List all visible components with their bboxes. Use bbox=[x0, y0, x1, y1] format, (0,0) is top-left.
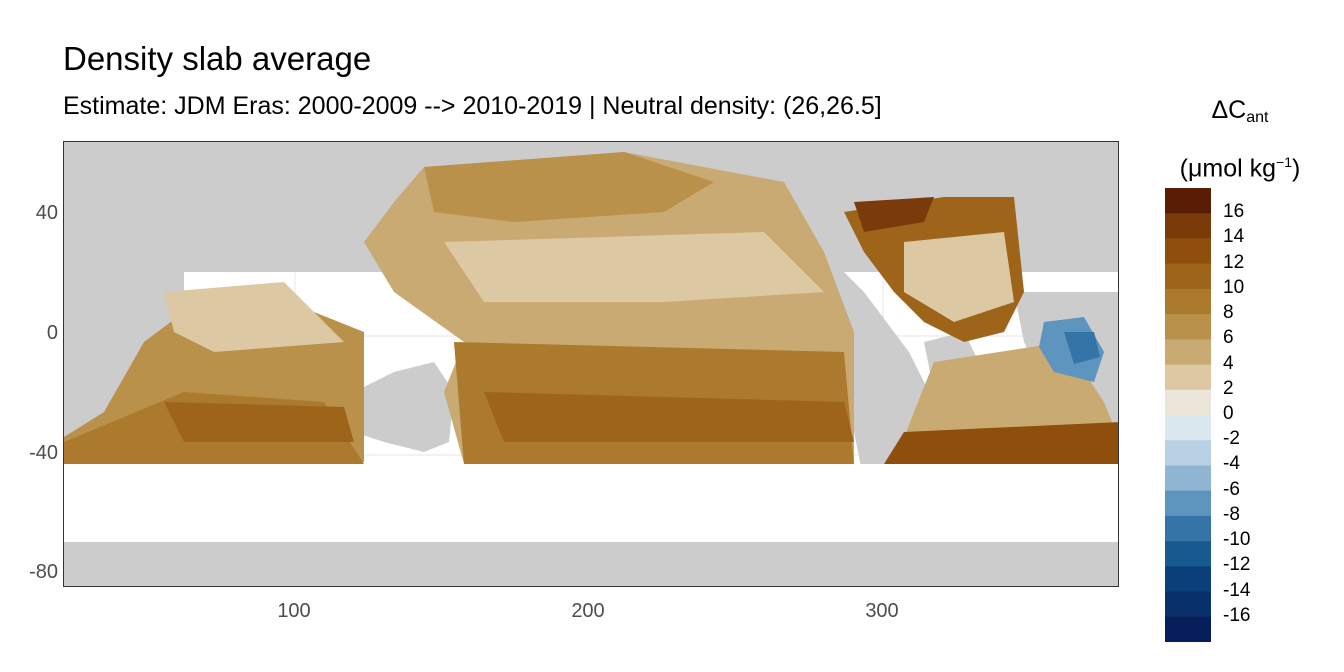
legend-unit-prefix: (μmol kg bbox=[1179, 154, 1277, 183]
legend-swatch bbox=[1165, 591, 1211, 618]
x-tick-200: 200 bbox=[571, 600, 605, 622]
x-tick-300: 300 bbox=[865, 600, 899, 622]
legend-label: -2 bbox=[1223, 428, 1240, 450]
legend-title-main: ΔC bbox=[1211, 96, 1247, 124]
legend-label: 0 bbox=[1223, 403, 1234, 424]
legend-label: 8 bbox=[1223, 302, 1234, 324]
legend-label: -10 bbox=[1223, 529, 1251, 551]
legend-swatch bbox=[1165, 263, 1211, 290]
y-tick-0: 0 bbox=[46, 322, 58, 344]
legend-swatch bbox=[1165, 515, 1211, 542]
legend-unit-sup: −1 bbox=[1276, 154, 1292, 170]
map-svg bbox=[64, 142, 1118, 586]
legend-label: 12 bbox=[1223, 251, 1245, 273]
legend-swatch bbox=[1165, 389, 1211, 416]
y-tick-neg80: -80 bbox=[29, 561, 58, 583]
legend-label: -14 bbox=[1223, 579, 1251, 601]
legend-label: 4 bbox=[1223, 352, 1234, 374]
legend-label: 16 bbox=[1223, 201, 1245, 223]
legend-colorbar bbox=[1165, 188, 1211, 642]
legend-swatch bbox=[1165, 415, 1211, 441]
legend-label: 6 bbox=[1223, 327, 1234, 349]
legend-title: ΔCant (μmol kg−1) bbox=[1160, 88, 1320, 190]
plot-subtitle: Estimate: JDM Eras: 2000-2009 --> 2010-2… bbox=[63, 92, 882, 120]
y-tick-neg40: -40 bbox=[29, 442, 58, 464]
legend-label: 14 bbox=[1223, 226, 1245, 248]
legend-swatch bbox=[1165, 541, 1211, 567]
legend-swatch bbox=[1165, 213, 1211, 239]
legend-swatch bbox=[1165, 238, 1211, 265]
legend-swatch bbox=[1165, 314, 1211, 340]
y-tick-40: 40 bbox=[35, 202, 58, 224]
legend-swatch bbox=[1165, 364, 1211, 391]
legend-unit-suffix: ) bbox=[1292, 154, 1301, 183]
legend-label: 2 bbox=[1223, 377, 1234, 399]
legend-swatch bbox=[1165, 465, 1211, 492]
legend-label: -8 bbox=[1223, 503, 1240, 525]
legend-swatch bbox=[1165, 288, 1211, 315]
legend-swatch bbox=[1165, 188, 1211, 214]
map-panel bbox=[63, 141, 1119, 587]
legend-label: 10 bbox=[1223, 276, 1245, 298]
legend-swatch bbox=[1165, 339, 1211, 366]
plot-title: Density slab average bbox=[63, 40, 372, 77]
legend-label: -12 bbox=[1223, 554, 1251, 576]
legend-swatch bbox=[1165, 616, 1211, 642]
x-tick-100: 100 bbox=[277, 600, 311, 622]
no-data-band bbox=[64, 464, 1118, 542]
legend-swatch bbox=[1165, 566, 1211, 593]
legend-title-sub: ant bbox=[1246, 109, 1269, 126]
ocean-field bbox=[64, 152, 1118, 464]
legend-swatch bbox=[1165, 440, 1211, 466]
legend-label: -16 bbox=[1223, 604, 1251, 626]
legend-label: -4 bbox=[1223, 453, 1240, 475]
legend-label: -6 bbox=[1223, 478, 1240, 500]
legend-swatch bbox=[1165, 490, 1211, 517]
